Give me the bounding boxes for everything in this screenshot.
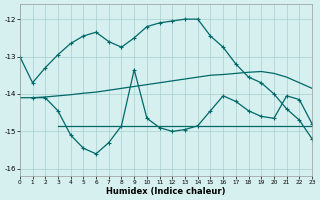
X-axis label: Humidex (Indice chaleur): Humidex (Indice chaleur) bbox=[106, 187, 226, 196]
